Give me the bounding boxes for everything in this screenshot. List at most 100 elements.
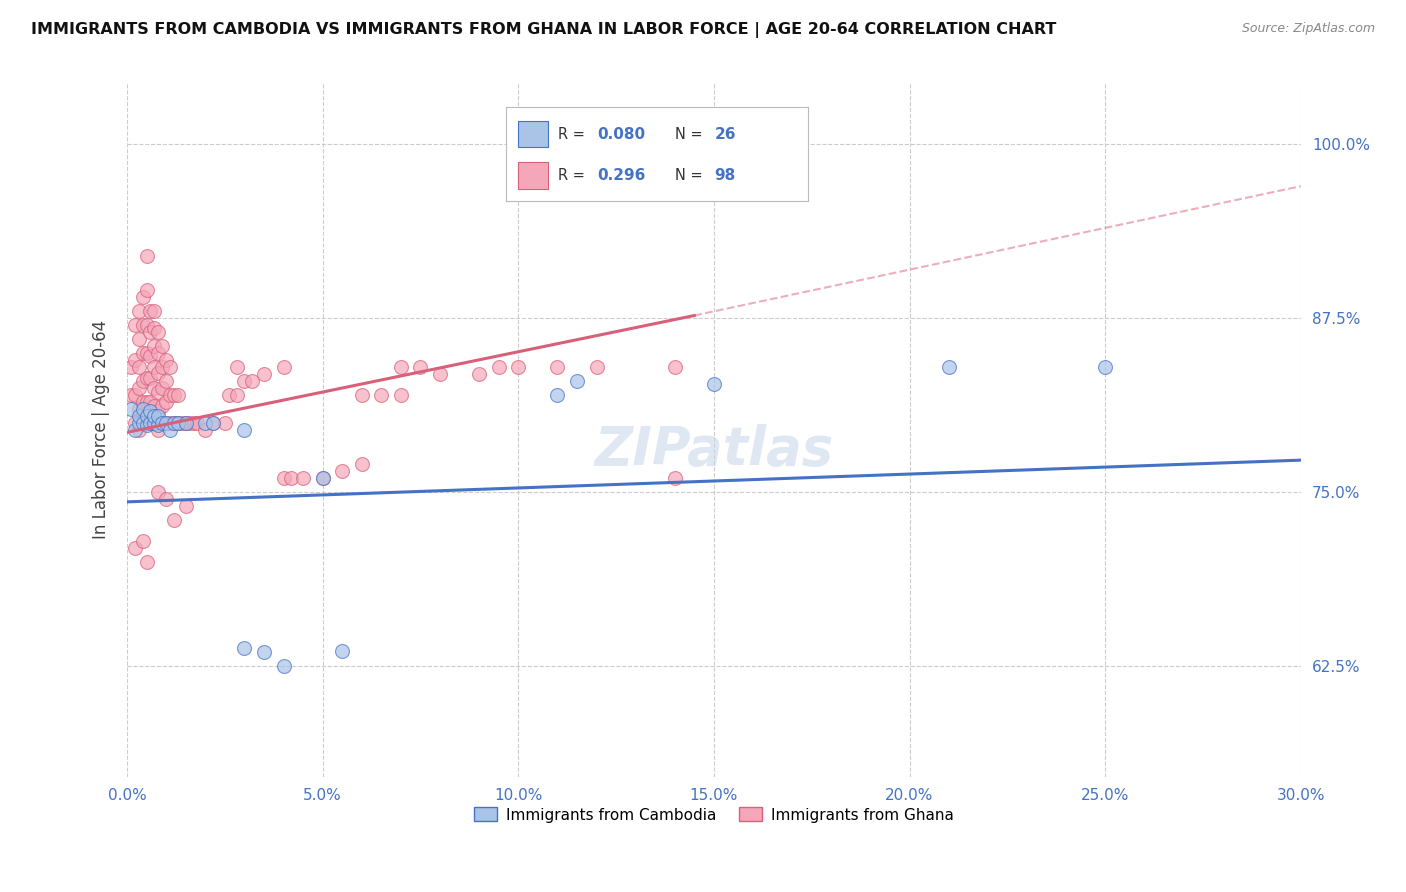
Point: [664, 359, 686, 374]
Point: [163, 388, 186, 402]
Point: [170, 416, 193, 430]
Point: [330, 464, 353, 478]
Point: [292, 471, 315, 485]
Point: [585, 359, 607, 374]
Text: 26: 26: [714, 127, 737, 142]
Point: [194, 416, 217, 430]
Point: [179, 416, 201, 430]
Point: [155, 394, 177, 409]
Point: [253, 645, 276, 659]
Point: [389, 359, 412, 374]
Point: [143, 416, 166, 430]
Point: [128, 359, 150, 374]
Point: [163, 513, 186, 527]
Point: [163, 416, 186, 430]
Point: [546, 359, 568, 374]
Point: [148, 418, 170, 433]
Point: [159, 423, 181, 437]
Point: [131, 290, 153, 304]
Point: [488, 359, 510, 374]
Point: [1094, 359, 1116, 374]
Point: [186, 416, 208, 430]
Point: [350, 388, 373, 402]
Point: [131, 533, 153, 548]
Point: [143, 399, 166, 413]
Point: [233, 423, 256, 437]
Point: [155, 492, 177, 507]
Point: [159, 388, 181, 402]
Point: [128, 381, 150, 395]
Point: [155, 374, 177, 388]
Point: [128, 423, 150, 437]
Point: [150, 381, 173, 395]
Text: R =: R =: [558, 168, 589, 183]
Point: [218, 388, 240, 402]
Point: [139, 349, 162, 363]
Bar: [519, 121, 548, 147]
Point: [143, 409, 166, 423]
Point: [143, 381, 166, 395]
Point: [139, 325, 162, 339]
Point: [148, 366, 170, 380]
Point: [120, 388, 142, 402]
Point: [233, 374, 256, 388]
Point: [202, 416, 225, 430]
Point: [143, 416, 166, 430]
Point: [664, 471, 686, 485]
Point: [135, 346, 157, 360]
Point: [139, 394, 162, 409]
Point: [120, 401, 142, 416]
Point: [135, 284, 157, 298]
Point: [128, 332, 150, 346]
Point: [167, 416, 190, 430]
Point: [124, 353, 146, 368]
Point: [139, 304, 162, 318]
Point: [159, 359, 181, 374]
Point: [214, 416, 236, 430]
Point: [135, 416, 157, 430]
Point: [174, 499, 197, 513]
Point: [143, 339, 166, 353]
Point: [409, 359, 432, 374]
Point: [155, 353, 177, 368]
Point: [131, 346, 153, 360]
Point: [468, 367, 491, 381]
Text: 0.080: 0.080: [596, 127, 645, 142]
Point: [240, 374, 263, 388]
Point: [273, 471, 295, 485]
Point: [150, 399, 173, 413]
Point: [565, 374, 588, 388]
Point: [135, 318, 157, 333]
Point: [139, 416, 162, 430]
Point: [148, 346, 170, 360]
Y-axis label: In Labor Force | Age 20-64: In Labor Force | Age 20-64: [93, 320, 110, 539]
Point: [225, 388, 247, 402]
Point: [120, 359, 142, 374]
Text: Source: ZipAtlas.com: Source: ZipAtlas.com: [1241, 22, 1375, 36]
Text: N =: N =: [675, 168, 707, 183]
Point: [350, 458, 373, 472]
Point: [273, 659, 295, 673]
Point: [148, 409, 170, 423]
Point: [135, 418, 157, 433]
Point: [135, 394, 157, 409]
Point: [131, 394, 153, 409]
Point: [131, 416, 153, 430]
Point: [135, 409, 157, 423]
Point: [253, 367, 276, 381]
Point: [148, 485, 170, 500]
Point: [429, 367, 451, 381]
Point: [131, 318, 153, 333]
Point: [128, 401, 150, 416]
Text: R =: R =: [558, 127, 589, 142]
Point: [155, 416, 177, 430]
Point: [159, 416, 181, 430]
Point: [135, 371, 157, 385]
Point: [194, 423, 217, 437]
Point: [124, 318, 146, 333]
Point: [148, 325, 170, 339]
Point: [167, 388, 190, 402]
Point: [311, 471, 333, 485]
Text: ZIPatlas: ZIPatlas: [595, 425, 834, 476]
Point: [143, 321, 166, 335]
